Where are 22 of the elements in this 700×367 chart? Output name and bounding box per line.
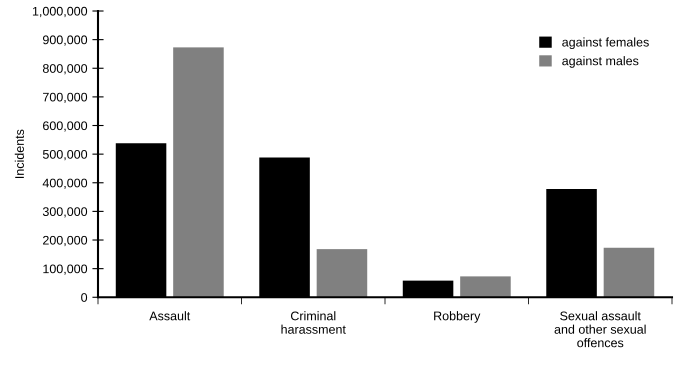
y-tick-label: 300,000 [42,207,88,218]
y-tick-label: 700,000 [43,92,88,104]
y-tick-label: 400,000 [42,178,88,189]
x-tick-label: Sexual assault and other sexual offences [554,311,646,348]
legend-label: against males [562,56,638,68]
y-tick-label: 800,000 [42,64,88,74]
bar [316,248,368,298]
bar [172,46,225,298]
y-tick-label: 900,000 [42,35,88,46]
y-axis-title: Incidents [14,130,24,178]
y-tick-label: 500,000 [42,150,88,160]
x-tick-label: Assault [149,311,190,320]
x-tick-label: Criminal harassment [281,311,346,334]
bar [602,246,656,298]
y-tick-label: 100,000 [43,264,88,275]
y-tick-label: 600,000 [43,121,88,132]
x-tick-label: Robbery [434,311,480,323]
legend-label: against females [562,37,649,50]
bar [459,275,512,298]
y-tick-label: 1,000,000 [32,6,88,18]
y-tick-label: 0 [81,293,88,302]
y-tick-label: 200,000 [43,236,88,246]
